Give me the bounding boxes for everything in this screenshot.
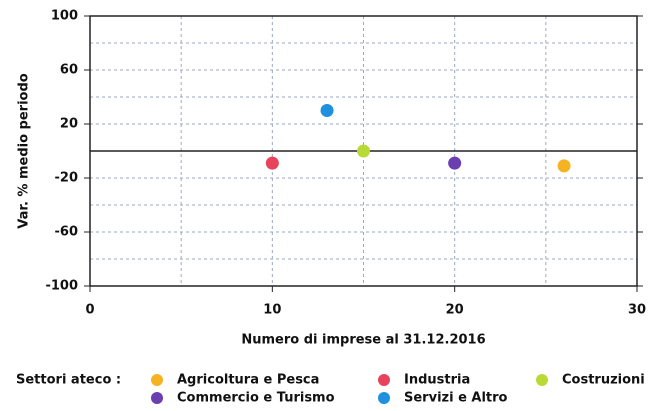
legend-label: Costruzioni bbox=[562, 373, 645, 388]
y-tick-label: -20 bbox=[55, 171, 79, 186]
point bbox=[357, 144, 370, 158]
legend-label: Commercio e Turismo bbox=[177, 391, 335, 406]
point bbox=[320, 104, 334, 117]
x-tick-label: 30 bbox=[628, 303, 646, 318]
legend-title: Settori ateco : bbox=[16, 373, 121, 388]
y-tick-label: -100 bbox=[45, 279, 78, 294]
legend-label: Industria bbox=[404, 373, 470, 388]
point bbox=[448, 156, 462, 170]
x-tick-label: 20 bbox=[446, 303, 464, 318]
point bbox=[265, 156, 279, 170]
legend-marker bbox=[378, 374, 390, 386]
y-tick-label: 60 bbox=[60, 63, 78, 78]
y-tick-label: -60 bbox=[55, 225, 79, 240]
legend-marker bbox=[151, 374, 163, 386]
legend-marker bbox=[536, 374, 548, 386]
x-tick-label: 10 bbox=[263, 303, 281, 318]
y-tick-label: 20 bbox=[60, 117, 78, 132]
legend-label: Agricoltura e Pesca bbox=[177, 373, 319, 388]
y-axis-label: Var. % medio periodo bbox=[17, 73, 32, 229]
x-axis-label: Numero di imprese al 31.12.2016 bbox=[241, 333, 485, 348]
x-tick-label: 0 bbox=[85, 303, 94, 318]
point bbox=[557, 159, 571, 173]
y-tick-label: 100 bbox=[51, 9, 78, 24]
legend-marker bbox=[151, 392, 163, 404]
legend-marker bbox=[378, 392, 390, 404]
legend-label: Servizi e Altro bbox=[404, 391, 508, 406]
